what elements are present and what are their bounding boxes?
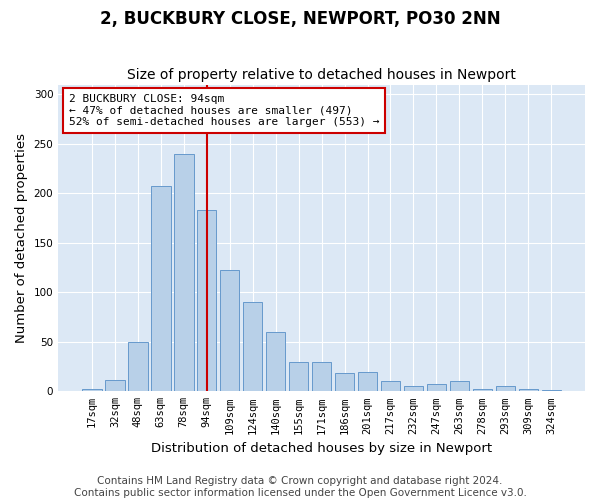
Bar <box>427 384 446 392</box>
Bar <box>449 382 469 392</box>
Title: Size of property relative to detached houses in Newport: Size of property relative to detached ho… <box>127 68 516 82</box>
Y-axis label: Number of detached properties: Number of detached properties <box>15 133 28 343</box>
Bar <box>542 390 561 392</box>
Bar <box>312 362 331 392</box>
Bar <box>381 382 400 392</box>
Bar <box>335 374 355 392</box>
Bar <box>404 386 423 392</box>
Bar <box>518 390 538 392</box>
Bar <box>243 302 262 392</box>
Bar <box>174 154 194 392</box>
Text: Contains HM Land Registry data © Crown copyright and database right 2024.
Contai: Contains HM Land Registry data © Crown c… <box>74 476 526 498</box>
Bar <box>358 372 377 392</box>
Bar <box>151 186 170 392</box>
X-axis label: Distribution of detached houses by size in Newport: Distribution of detached houses by size … <box>151 442 492 455</box>
Bar <box>220 270 239 392</box>
Bar <box>496 386 515 392</box>
Bar <box>473 390 492 392</box>
Bar <box>289 362 308 392</box>
Bar <box>128 342 148 392</box>
Bar <box>266 332 286 392</box>
Bar <box>197 210 217 392</box>
Text: 2, BUCKBURY CLOSE, NEWPORT, PO30 2NN: 2, BUCKBURY CLOSE, NEWPORT, PO30 2NN <box>100 10 500 28</box>
Bar <box>82 390 101 392</box>
Bar <box>105 380 125 392</box>
Text: 2 BUCKBURY CLOSE: 94sqm
← 47% of detached houses are smaller (497)
52% of semi-d: 2 BUCKBURY CLOSE: 94sqm ← 47% of detache… <box>69 94 379 127</box>
